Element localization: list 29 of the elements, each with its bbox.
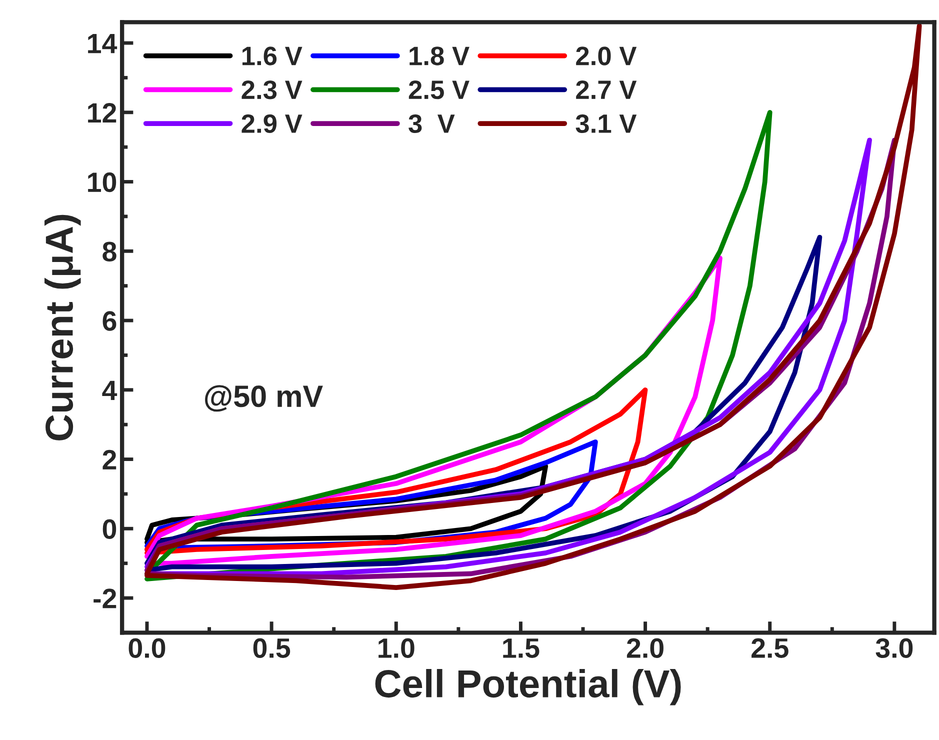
x-tick-label: 3.0 xyxy=(876,638,913,658)
y-tick-label: 2 xyxy=(102,450,116,470)
x-tick-label: 2.0 xyxy=(626,638,664,658)
annotation: @50 mV xyxy=(205,385,323,412)
legend-label: 2.5 V xyxy=(408,80,470,100)
legend-label: 3 V xyxy=(408,114,455,134)
x-tick-label: 0.5 xyxy=(253,638,290,658)
y-tick-label: 0 xyxy=(102,519,116,539)
y-tick-label: 6 xyxy=(102,311,116,331)
y-tick-label: 8 xyxy=(102,242,116,262)
legend-label: 2.3 V xyxy=(242,80,302,100)
x-tick-label: 2.5 xyxy=(752,638,788,658)
y-tick-label: 10 xyxy=(88,172,116,192)
y-tick-label: 4 xyxy=(102,380,118,400)
legend-label: 2.0 V xyxy=(576,46,637,66)
x-tick-label: 0.0 xyxy=(128,638,166,658)
legend-label: 1.8 V xyxy=(410,46,470,66)
y-tick-label: 12 xyxy=(88,103,116,122)
x-tick-label: 1.0 xyxy=(378,638,414,658)
legend-label: 1.6 V xyxy=(242,46,302,66)
line-series xyxy=(144,23,922,590)
y-tick-label: 14 xyxy=(88,34,118,54)
legend-label: 3.1 V xyxy=(576,114,637,134)
x-axis-title: Cell Potential (V) xyxy=(375,669,681,706)
y-axis-title: Current (μA) xyxy=(44,214,81,440)
legend-label: 2.7 V xyxy=(576,80,637,99)
x-tick-label: 1.5 xyxy=(503,638,540,658)
y-tick-label: -2 xyxy=(94,588,116,608)
legend-label: 2.9 V xyxy=(242,114,302,134)
